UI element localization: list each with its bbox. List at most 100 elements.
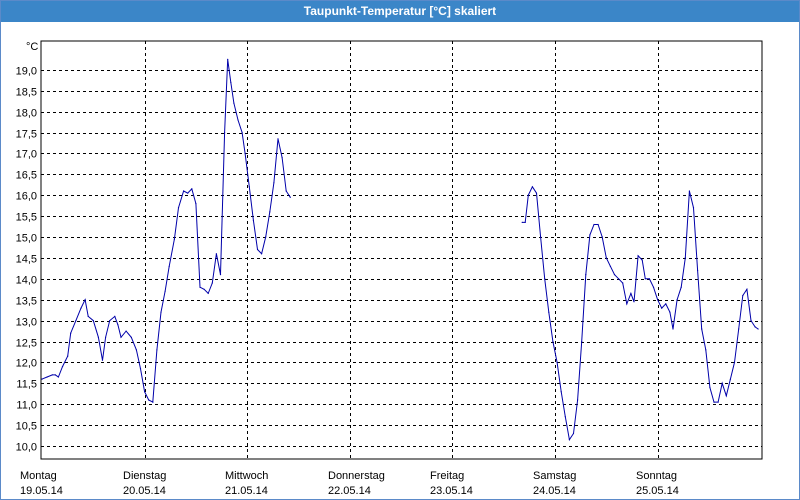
data-point <box>729 378 732 380</box>
y-tick-label: 12,5 <box>16 338 37 350</box>
data-point <box>721 382 723 384</box>
y-tick-label: 12,0 <box>16 358 37 370</box>
x-tick-day: Montag <box>20 470 57 482</box>
data-point <box>168 265 170 267</box>
data-point <box>618 278 620 280</box>
data-point <box>227 58 229 61</box>
data-point <box>144 391 146 393</box>
data-point <box>125 330 127 332</box>
data-point <box>219 274 222 276</box>
data-point <box>713 401 715 403</box>
data-point <box>669 311 671 313</box>
y-tick-label: 11,0 <box>16 400 37 412</box>
data-point <box>183 190 185 192</box>
data-point <box>680 286 682 288</box>
data-point <box>560 391 562 393</box>
data-point <box>601 236 603 238</box>
data-point <box>684 257 686 259</box>
data-point <box>652 286 655 288</box>
data-point <box>572 432 575 435</box>
data-point <box>139 368 142 370</box>
y-tick-label: 10,5 <box>16 421 37 433</box>
x-tick-day: Donnerstag <box>328 470 385 482</box>
data-point <box>527 194 529 196</box>
data-point <box>548 311 550 313</box>
data-point <box>535 192 538 194</box>
data-point <box>211 282 213 284</box>
y-axis-unit: °C <box>26 41 38 53</box>
data-point <box>705 349 707 351</box>
data-point <box>46 376 48 378</box>
data-point <box>199 286 201 288</box>
y-tick-label: 15,5 <box>16 212 37 224</box>
data-point <box>581 340 583 343</box>
data-point <box>725 395 727 397</box>
data-point <box>70 332 72 334</box>
x-tick-date: 24.05.14 <box>533 485 576 497</box>
data-point <box>633 301 635 303</box>
data-point <box>552 340 554 343</box>
series-line-2 <box>522 185 759 442</box>
data-point <box>241 131 243 134</box>
y-tick-label: 16,0 <box>16 191 37 203</box>
data-point <box>130 336 132 338</box>
data-point <box>173 238 175 240</box>
data-point <box>277 138 279 140</box>
x-tick-date: 20.05.14 <box>123 485 166 497</box>
y-tick-label: 10,0 <box>16 442 37 454</box>
data-point <box>224 131 226 134</box>
data-point <box>215 253 217 255</box>
data-point <box>252 219 254 221</box>
data-point <box>717 401 719 403</box>
data-point <box>585 274 587 276</box>
series-line-1 <box>41 59 291 403</box>
data-point <box>120 336 122 338</box>
data-point <box>273 182 275 184</box>
data-point <box>676 299 678 301</box>
data-point <box>195 203 197 205</box>
data-point <box>207 292 209 294</box>
x-tick-date: 25.05.14 <box>636 485 679 497</box>
window-title: Taupunkt-Temperatur [°C] skaliert <box>1 1 799 22</box>
data-point <box>692 207 695 209</box>
data-point <box>152 401 154 403</box>
data-point <box>244 152 246 154</box>
data-point <box>665 303 667 305</box>
data-point <box>256 248 259 251</box>
data-point <box>688 190 691 192</box>
data-point <box>630 292 632 294</box>
data-point <box>80 307 82 309</box>
y-tick-label: 16,5 <box>16 170 37 182</box>
x-tick-day: Sonntag <box>636 470 677 482</box>
data-point <box>54 374 56 376</box>
data-point <box>648 278 651 280</box>
data-point <box>148 399 150 401</box>
y-tick-label: 14,5 <box>16 254 37 266</box>
data-point <box>521 221 523 223</box>
data-point <box>109 320 111 322</box>
data-point <box>41 378 43 380</box>
data-point <box>114 315 116 317</box>
data-point <box>67 355 69 357</box>
data-point <box>644 278 646 280</box>
x-tick-date: 23.05.14 <box>430 485 473 497</box>
data-point <box>51 374 53 376</box>
data-point <box>597 223 599 226</box>
x-tick-day: Mittwoch <box>225 470 268 482</box>
x-tick-date: 19.05.14 <box>20 485 63 497</box>
data-point <box>191 188 193 190</box>
plot-frame <box>40 40 763 460</box>
data-point <box>269 211 271 213</box>
data-point <box>738 328 740 330</box>
data-point <box>524 221 526 223</box>
data-point <box>105 336 107 338</box>
y-tick-label: 13,0 <box>16 317 37 329</box>
data-point <box>92 320 94 322</box>
y-tick-label: 13,5 <box>16 296 37 308</box>
data-point <box>261 253 263 255</box>
data-point <box>230 81 232 83</box>
data-point <box>661 307 663 309</box>
data-point <box>709 386 711 389</box>
